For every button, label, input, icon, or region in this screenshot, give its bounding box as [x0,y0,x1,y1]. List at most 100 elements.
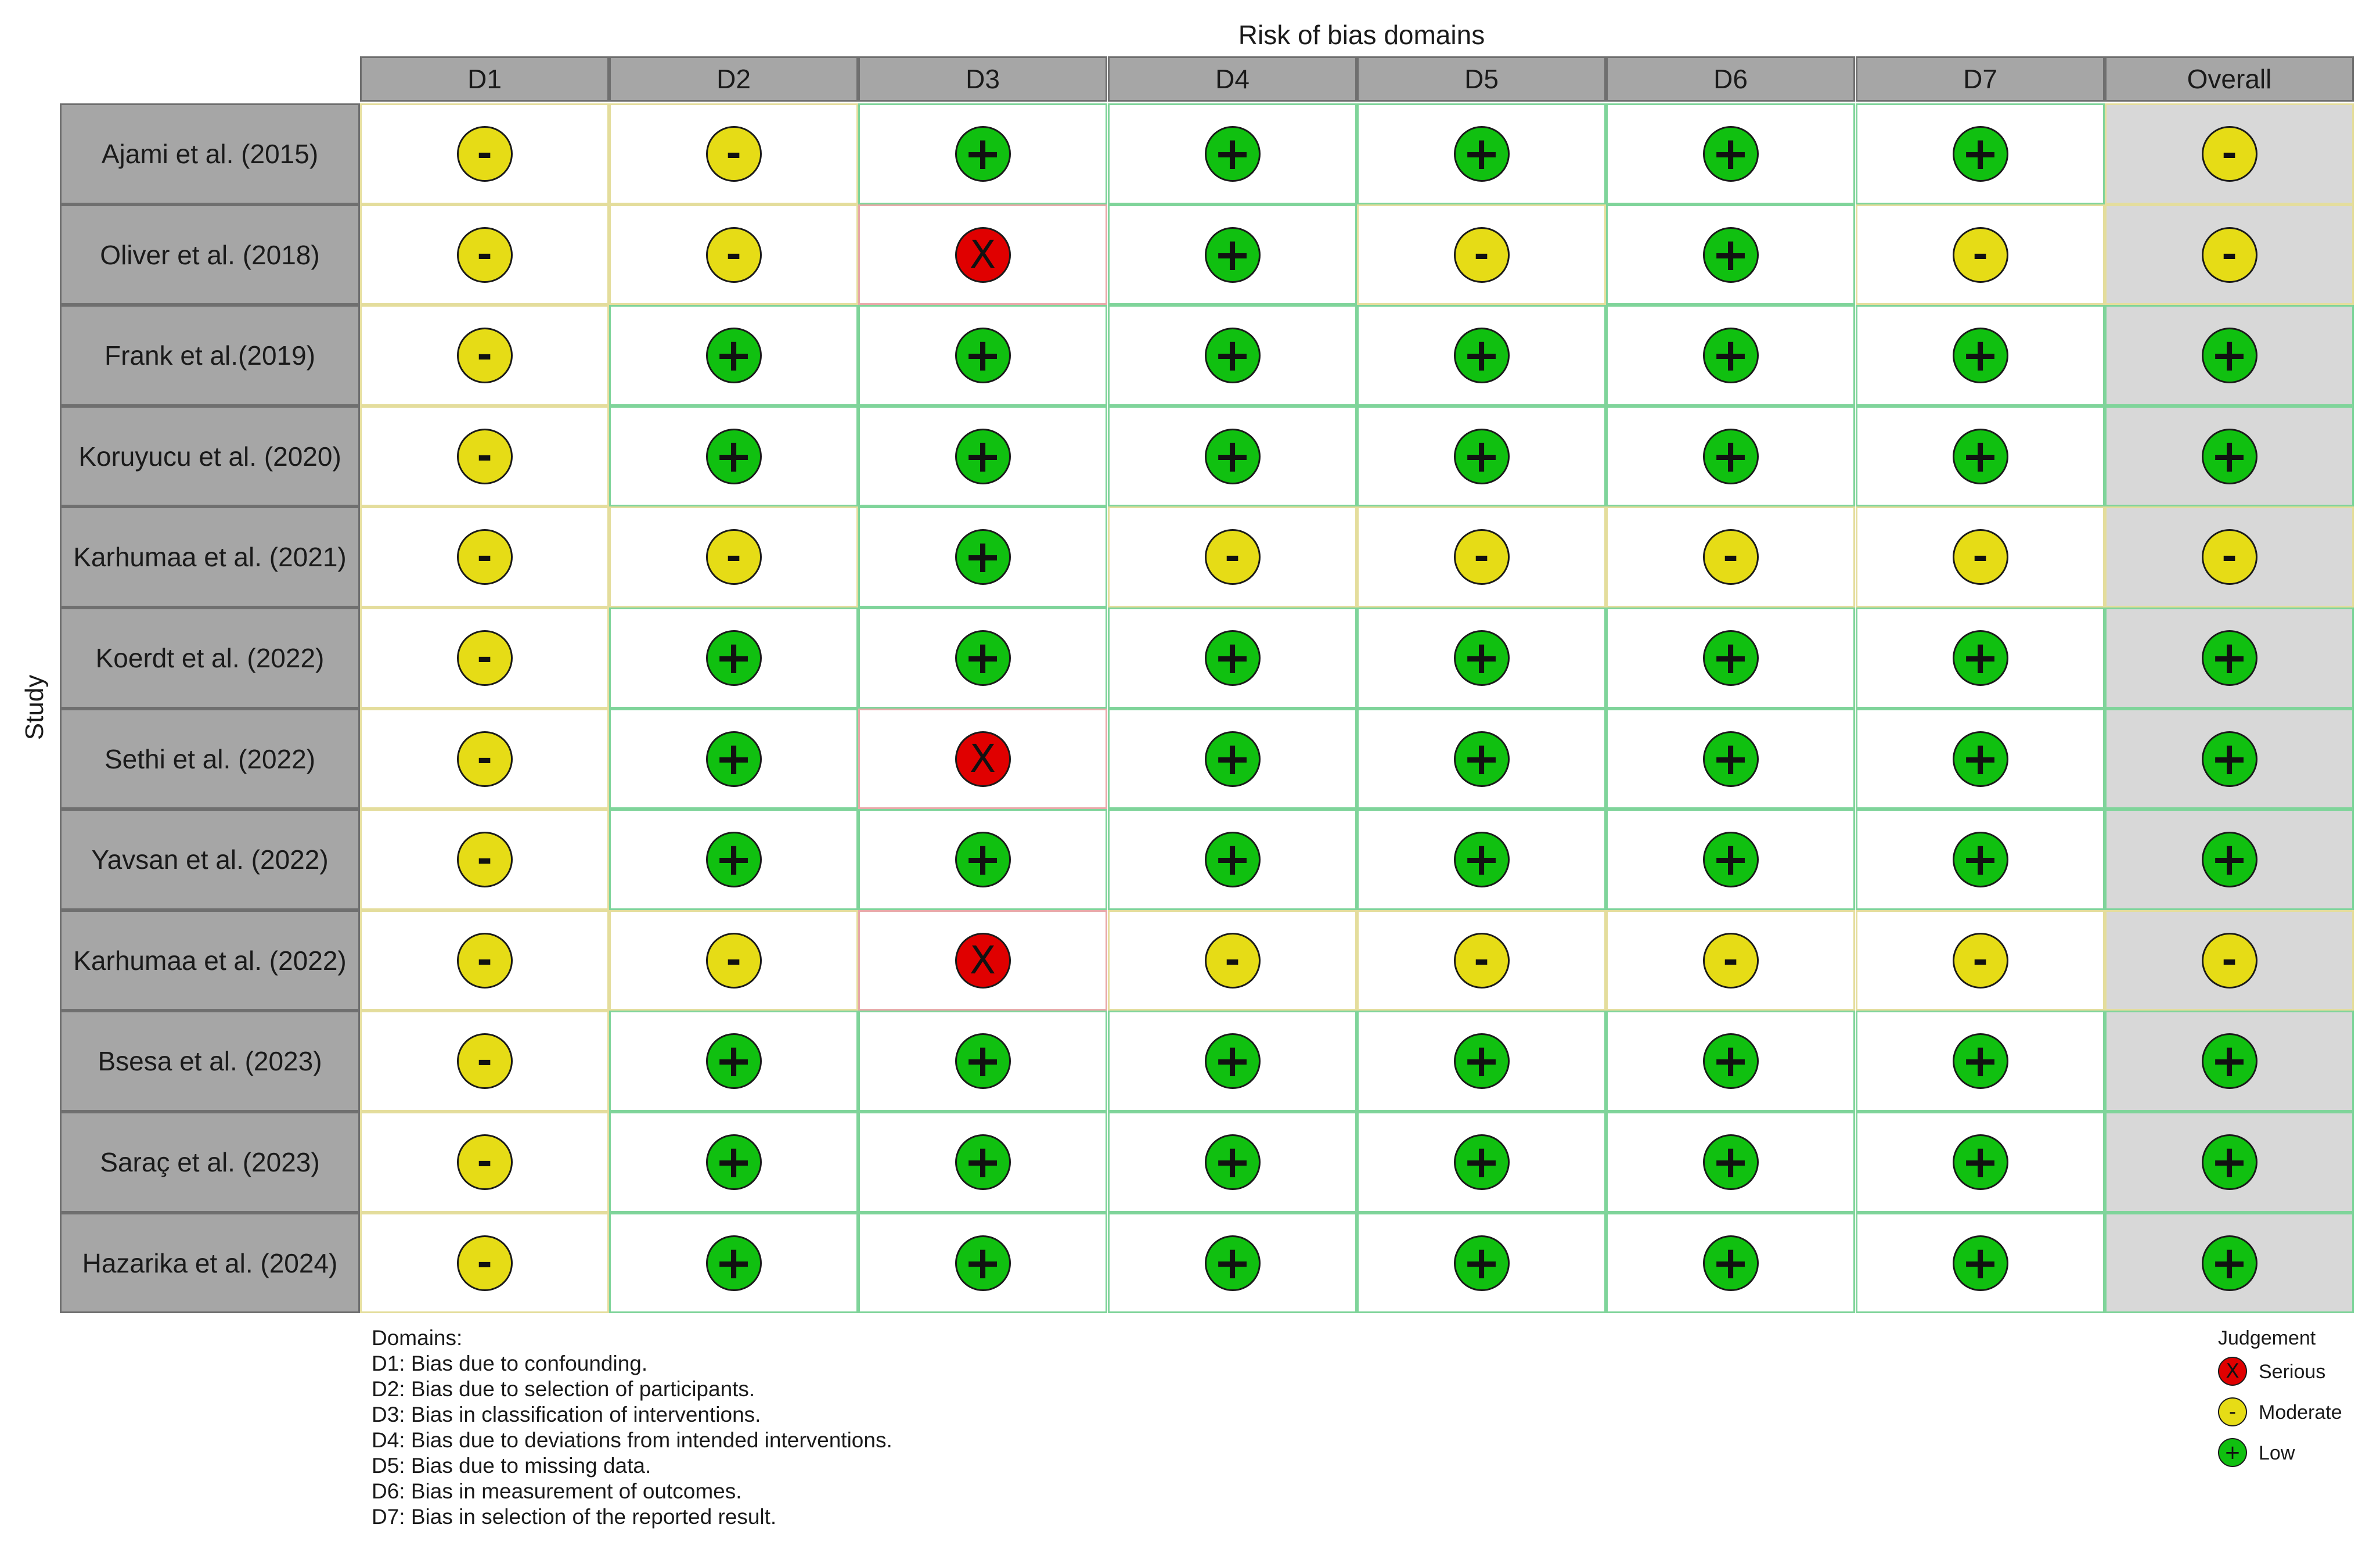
low-icon: + [955,529,1011,585]
domains-footnote: Domains: D1: Bias due to confounding. D2… [372,1325,892,1530]
moderate-icon: - [705,529,762,585]
study-label: Koruyucu et al. (2020) [60,406,360,506]
column-header-d2: D2 [609,56,858,102]
study-label: Saraç et al. (2023) [60,1112,360,1213]
judgement-cell [1606,809,1855,910]
moderate-icon: - [456,1134,513,1190]
moderate-icon: - [705,932,762,989]
domains-heading: Domains: [372,1326,463,1350]
low-icon: + [1453,428,1510,484]
domain-definition-d1: D1: Bias due to confounding. [372,1352,648,1375]
study-label: Bsesa et al. (2023) [60,1011,360,1112]
low-icon: + [1952,630,2008,686]
moderate-icon: - [456,630,513,686]
low-icon: + [1702,630,1759,686]
low-icon: + [1952,126,2008,182]
domain-definition-d4: D4: Bias due to deviations from intended… [372,1428,892,1452]
low-icon: + [2201,832,2257,887]
judgement-cell [360,608,609,709]
study-label: Sethi et al. (2022) [60,709,360,809]
low-icon: + [955,630,1011,686]
domain-definition-d2: D2: Bias due to selection of participant… [372,1377,755,1401]
low-icon: + [2201,1033,2257,1089]
moderate-icon: - [2201,227,2257,283]
moderate-icon: - [2201,529,2257,585]
moderate-icon: - [1952,227,2008,283]
judgement-cell [858,608,1107,709]
low-icon: + [1702,731,1759,787]
judgement-cell [360,103,609,204]
legend-label-moderate: Moderate [2259,1401,2342,1424]
legend-item-moderate: - Moderate [2201,1392,2375,1432]
moderate-icon: - [456,1235,513,1291]
low-icon: + [705,630,762,686]
low-icon: + [1952,328,2008,383]
moderate-icon: - [705,126,762,182]
low-icon: + [2201,630,2257,686]
low-icon: + [2201,328,2257,383]
low-icon: + [2201,1235,2257,1291]
legend-title: Judgement [2218,1327,2316,1349]
low-icon: + [1453,832,1510,887]
low-icon: + [1952,428,2008,484]
column-header-d6: D6 [1606,56,1855,102]
low-icon: + [705,731,762,787]
low-icon: + [1204,630,1261,686]
legend-label-low: Low [2259,1442,2295,1464]
low-icon: + [705,1134,762,1190]
low-icon: + [1952,832,2008,887]
low-icon: + [1453,1033,1510,1089]
legend-item-serious: X Serious [2201,1351,2375,1392]
moderate-icon: - [2201,932,2257,989]
moderate-icon: - [1702,932,1759,989]
moderate-icon: - [1453,227,1510,283]
low-icon: + [1204,126,1261,182]
moderate-icon: - [456,932,513,989]
low-icon: + [1702,227,1759,283]
low-icon: + [1453,1134,1510,1190]
legend: Judgement X Serious - Moderate + Low [2201,1325,2375,1473]
study-label: Frank et al.(2019) [60,305,360,406]
low-icon: + [1453,731,1510,787]
low-icon: + [1204,1033,1261,1089]
low-icon: + [1204,832,1261,887]
moderate-icon: - [1702,529,1759,585]
study-label: Ajami et al. (2015) [60,103,360,204]
low-icon: + [2201,731,2257,787]
low-icon: + [705,328,762,383]
low-icon: + [705,1235,762,1291]
low-icon: + [1204,428,1261,484]
low-icon: + [1702,328,1759,383]
low-icon: + [1204,328,1261,383]
low-icon: + [1204,1235,1261,1291]
low-icon: + [1702,126,1759,182]
moderate-icon: - [1204,932,1261,989]
study-label: Karhumaa et al. (2021) [60,506,360,608]
column-header-d1: D1 [360,56,609,102]
column-header-d7: D7 [1856,56,2105,102]
study-label: Yavsan et al. (2022) [60,809,360,910]
study-label: Hazarika et al. (2024) [60,1213,360,1313]
moderate-icon: - [2218,1397,2247,1426]
moderate-icon: - [456,1033,513,1089]
low-icon: + [1702,1033,1759,1089]
serious-icon: X [2218,1357,2247,1386]
serious-icon: X [955,932,1011,989]
low-icon: + [1453,1235,1510,1291]
judgement-cell [1357,406,1606,506]
low-icon: + [955,328,1011,383]
moderate-icon: - [1204,529,1261,585]
low-icon: + [1702,1235,1759,1291]
moderate-icon: - [1453,932,1510,989]
column-header-d5: D5 [1357,56,1606,102]
low-icon: + [2201,1134,2257,1190]
moderate-icon: - [456,126,513,182]
domain-definition-d5: D5: Bias due to missing data. [372,1454,651,1478]
moderate-icon: - [456,227,513,283]
low-icon: + [705,832,762,887]
moderate-icon: - [705,227,762,283]
low-icon: + [1952,1235,2008,1291]
low-icon: + [955,1134,1011,1190]
moderate-icon: - [2201,126,2257,182]
